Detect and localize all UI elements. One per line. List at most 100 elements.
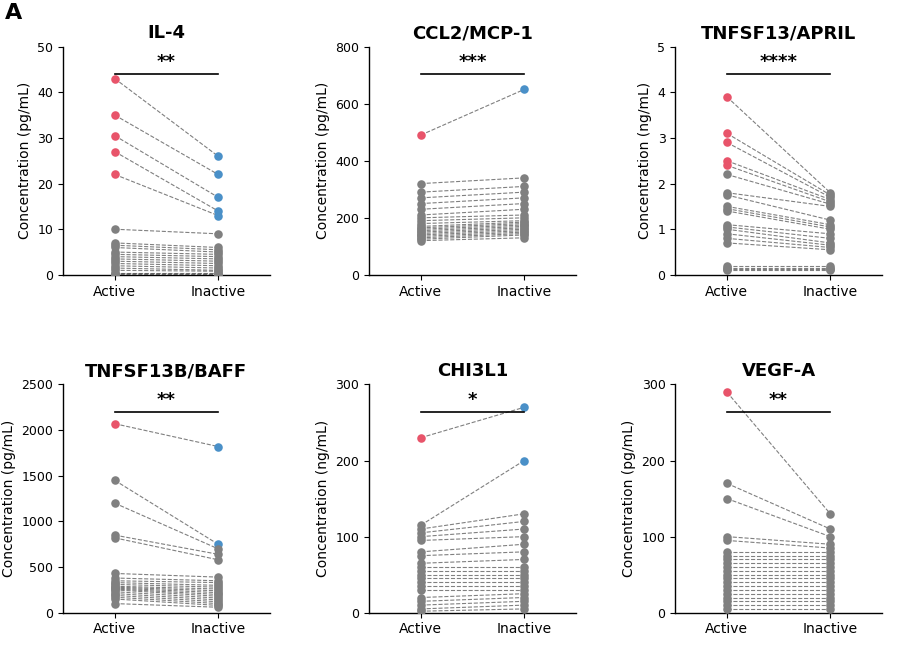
- Point: [107, 533, 122, 543]
- Point: [824, 581, 838, 591]
- Point: [107, 598, 122, 609]
- Point: [517, 226, 531, 237]
- Point: [107, 585, 122, 595]
- Point: [517, 186, 531, 197]
- Point: [211, 244, 225, 255]
- Point: [414, 565, 428, 576]
- Point: [414, 573, 428, 584]
- Point: [211, 268, 225, 279]
- Point: [414, 606, 428, 617]
- Y-axis label: Concentration (ng/mL): Concentration (ng/mL): [638, 82, 652, 239]
- Point: [824, 508, 838, 519]
- Point: [720, 260, 734, 271]
- Point: [824, 224, 838, 234]
- Point: [720, 238, 734, 248]
- Point: [211, 543, 225, 554]
- Point: [211, 600, 225, 611]
- Point: [107, 254, 122, 264]
- Point: [720, 228, 734, 239]
- Point: [720, 547, 734, 557]
- Point: [824, 592, 838, 603]
- Point: [414, 204, 428, 214]
- Point: [517, 221, 531, 232]
- Point: [720, 91, 734, 102]
- Point: [107, 581, 122, 591]
- Point: [211, 587, 225, 598]
- Point: [824, 265, 838, 276]
- Point: [414, 192, 428, 203]
- Point: [414, 550, 428, 561]
- Point: [824, 531, 838, 542]
- Point: [517, 402, 531, 413]
- Point: [517, 592, 531, 603]
- Point: [720, 264, 734, 275]
- Point: [107, 147, 122, 157]
- Point: [517, 210, 531, 220]
- Point: [517, 224, 531, 234]
- Point: [720, 603, 734, 614]
- Point: [107, 579, 122, 590]
- Point: [720, 554, 734, 565]
- Point: [720, 219, 734, 230]
- Point: [414, 226, 428, 237]
- Point: [211, 210, 225, 221]
- Point: [211, 577, 225, 588]
- Point: [211, 598, 225, 609]
- Point: [824, 196, 838, 207]
- Point: [517, 230, 531, 240]
- Point: [824, 187, 838, 198]
- Point: [720, 206, 734, 216]
- Point: [720, 190, 734, 200]
- Point: [720, 600, 734, 611]
- Point: [414, 600, 428, 611]
- Point: [107, 131, 122, 141]
- Point: [517, 573, 531, 584]
- Point: [107, 224, 122, 234]
- Point: [414, 432, 428, 443]
- Point: [517, 172, 531, 183]
- Point: [720, 596, 734, 607]
- Point: [107, 262, 122, 273]
- Point: [211, 593, 225, 603]
- Point: [824, 588, 838, 599]
- Title: IL-4: IL-4: [148, 24, 185, 42]
- Point: [517, 220, 531, 230]
- Y-axis label: Concentration (pg/mL): Concentration (pg/mL): [316, 82, 329, 239]
- Point: [824, 565, 838, 576]
- Point: [517, 212, 531, 223]
- Point: [517, 554, 531, 565]
- Point: [824, 194, 838, 205]
- Point: [414, 230, 428, 240]
- Point: [824, 214, 838, 225]
- Point: [824, 523, 838, 534]
- Point: [107, 238, 122, 248]
- Point: [211, 595, 225, 605]
- Point: [414, 603, 428, 614]
- Point: [720, 494, 734, 504]
- Point: [720, 201, 734, 212]
- Point: [517, 181, 531, 192]
- Point: [720, 585, 734, 595]
- Point: [720, 233, 734, 244]
- Text: **: **: [157, 391, 176, 409]
- Point: [107, 592, 122, 603]
- Point: [517, 531, 531, 542]
- Point: [211, 151, 225, 162]
- Point: [720, 265, 734, 276]
- Point: [211, 256, 225, 266]
- Point: [211, 267, 225, 278]
- Point: [107, 269, 122, 280]
- Point: [517, 577, 531, 587]
- Point: [824, 264, 838, 275]
- Point: [107, 475, 122, 486]
- Point: [107, 251, 122, 262]
- Point: [107, 268, 122, 279]
- Point: [824, 260, 838, 271]
- Point: [824, 600, 838, 611]
- Y-axis label: Concentration (ng/mL): Concentration (ng/mL): [316, 420, 330, 577]
- Point: [211, 251, 225, 262]
- Point: [720, 160, 734, 170]
- Point: [414, 527, 428, 538]
- Point: [824, 569, 838, 580]
- Point: [414, 523, 428, 534]
